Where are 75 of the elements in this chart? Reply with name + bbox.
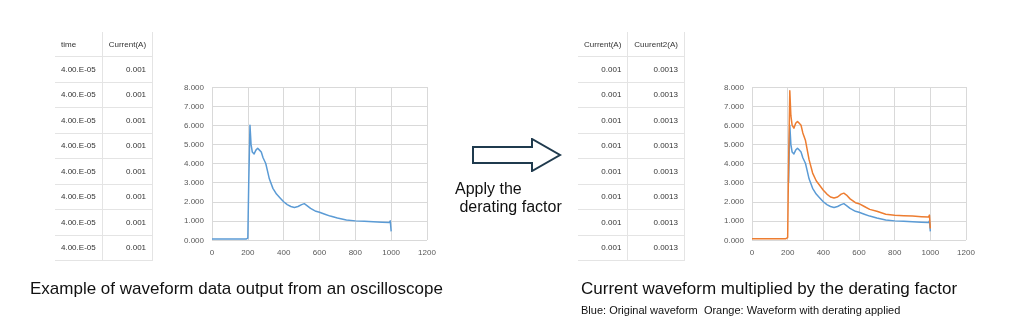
- x-tick-label: 600: [312, 247, 327, 257]
- y-tick-label: 8.000: [183, 82, 205, 92]
- category-label: Current(A): [578, 32, 628, 57]
- y-tick-label: 0.000: [723, 235, 745, 245]
- x-tick-label: 1000: [921, 247, 940, 257]
- text: 0.001: [601, 217, 622, 227]
- text: 0.001: [126, 217, 147, 227]
- text: 0.001: [601, 115, 622, 125]
- text: 0.001: [601, 243, 622, 253]
- x-tick-label: 200: [241, 247, 256, 257]
- text: 4.00.E-05: [61, 166, 96, 176]
- text: 0.001: [126, 115, 147, 125]
- x-tick-label: 0: [749, 247, 755, 257]
- line-series: [211, 124, 392, 240]
- text: 0.0013: [653, 243, 678, 253]
- x-tick-label: 600: [852, 247, 867, 257]
- text: 4.00.E-05: [61, 115, 96, 125]
- y-tick-label: 8.000: [723, 82, 745, 92]
- text: 0.001: [126, 64, 147, 74]
- text: 0.0013: [653, 141, 678, 151]
- y-tick-label: 1.000: [723, 216, 745, 226]
- x-tick-label: 1000: [382, 247, 401, 257]
- y-tick-label: 7.000: [183, 101, 205, 111]
- text: 0.001: [601, 192, 622, 202]
- y-tick-label: 6.000: [723, 120, 745, 130]
- y-tick-label: 5.000: [723, 139, 745, 149]
- line-series: [751, 90, 932, 240]
- x-tick-label: 800: [887, 247, 902, 257]
- text: Example of waveform data output from an oscilloscope: [30, 279, 443, 298]
- y-tick-label: 7.000: [723, 101, 745, 111]
- text: 0.001: [126, 166, 147, 176]
- text: 0.0013: [653, 217, 678, 227]
- x-tick-label: 1200: [957, 247, 976, 257]
- text: 0.0013: [653, 90, 678, 100]
- y-tick-label: 1.000: [183, 216, 205, 226]
- text: 0.001: [126, 192, 147, 202]
- x-tick-label: 200: [780, 247, 795, 257]
- x-tick-label: 400: [816, 247, 831, 257]
- category-label: time: [55, 32, 103, 57]
- text: 0.001: [601, 64, 622, 74]
- text: Blue: Original waveform Orange: Waveform with derating applied: [581, 303, 901, 316]
- text: 0.001: [126, 141, 147, 151]
- text: 4.00.E-05: [61, 141, 96, 151]
- text: 0.0013: [653, 115, 678, 125]
- text: 0.0013: [653, 64, 678, 74]
- text: 0.001: [126, 243, 147, 253]
- y-tick-label: 6.000: [183, 120, 205, 130]
- y-tick-label: 3.000: [723, 178, 745, 188]
- category-label: Current(A): [102, 32, 153, 57]
- x-tick-label: 800: [348, 247, 363, 257]
- text: 0.001: [601, 141, 622, 151]
- y-tick-label: 2.000: [723, 197, 745, 207]
- text: 0.001: [601, 90, 622, 100]
- text: 0.0013: [653, 166, 678, 176]
- x-tick-label: 400: [276, 247, 291, 257]
- y-tick-label: 2.000: [183, 197, 205, 207]
- text: 4.00.E-05: [61, 217, 96, 227]
- text: Apply the derating factor: [455, 180, 562, 216]
- category-label: Cuurent2(A): [627, 32, 685, 57]
- text: 0.001: [126, 90, 147, 100]
- text: 4.00.E-05: [61, 192, 96, 202]
- y-tick-label: 3.000: [183, 178, 205, 188]
- y-tick-label: 4.000: [723, 159, 745, 168]
- text: 0.001: [601, 166, 622, 176]
- y-tick-label: 4.000: [183, 159, 205, 168]
- text: 0.0013: [653, 192, 678, 202]
- text: 4.00.E-05: [61, 90, 96, 100]
- text: Current waveform multiplied by the derating factor: [581, 279, 958, 298]
- x-tick-label: 0: [209, 247, 215, 257]
- y-tick-label: 5.000: [183, 139, 205, 149]
- y-tick-label: 0.000: [183, 235, 205, 245]
- text: 4.00.E-05: [61, 64, 96, 74]
- x-tick-label: 1200: [418, 247, 437, 257]
- line-series: [787, 124, 932, 233]
- text: 4.00.E-05: [61, 243, 96, 253]
